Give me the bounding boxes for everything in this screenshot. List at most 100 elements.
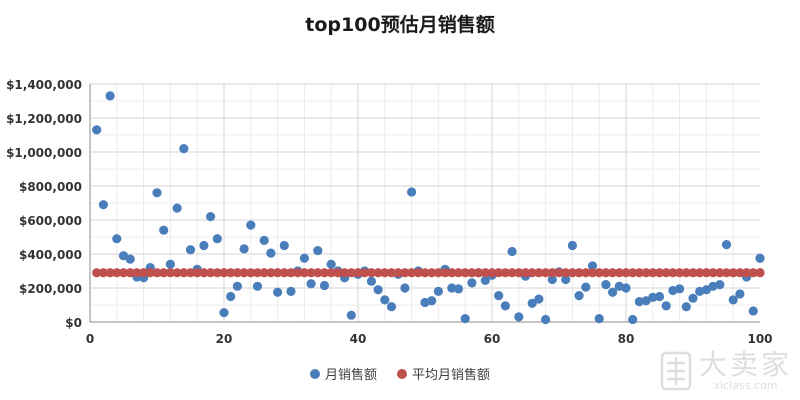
average-sales-point (413, 268, 423, 278)
average-sales-point (433, 268, 443, 278)
monthly-sales-point (467, 278, 477, 288)
average-sales-point (226, 268, 236, 278)
average-sales-point (661, 268, 671, 278)
data-series (92, 91, 765, 325)
monthly-sales-point (246, 220, 256, 230)
average-sales-point (581, 268, 591, 278)
average-sales-point (507, 268, 517, 278)
average-sales-point (735, 268, 745, 278)
average-sales-point (567, 268, 578, 278)
monthly-sales-point (179, 144, 189, 154)
average-sales-point (185, 268, 196, 278)
average-sales-point (420, 268, 430, 278)
average-sales-point (701, 268, 712, 278)
average-sales-point (340, 268, 350, 278)
monthly-sales-point (447, 283, 457, 293)
average-sales-point (494, 268, 504, 278)
average-sales-point (380, 268, 390, 278)
x-tick-label: 40 (350, 332, 367, 346)
average-sales-point (641, 268, 651, 278)
average-sales-point (474, 268, 484, 278)
average-sales-point (587, 268, 598, 278)
series-monthly-sales (92, 91, 765, 325)
average-sales-point (273, 268, 283, 278)
y-tick-label: $800,000 (19, 180, 82, 194)
monthly-sales-point (534, 294, 544, 304)
average-sales-point (326, 268, 336, 278)
legend-item-monthly-sales[interactable]: 月销售额 (309, 364, 377, 383)
y-tick-label: $200,000 (19, 282, 82, 296)
watermark-site: xiclass.com (713, 378, 778, 392)
monthly-sales-point (587, 261, 598, 271)
average-sales-point (152, 268, 162, 278)
monthly-sales-point (366, 276, 376, 286)
average-sales-point (480, 268, 490, 278)
average-sales-point (534, 268, 544, 278)
average-sales-point (547, 268, 557, 278)
monthly-sales-point (634, 297, 645, 307)
average-sales-point (574, 268, 584, 278)
average-sales-point (118, 268, 129, 278)
monthly-sales-point (400, 283, 410, 293)
average-sales-point (648, 268, 658, 278)
average-sales-point (346, 268, 356, 278)
y-tick-labels: $0 $200,000 $400,000 $600,000 $800,000 $1,000… (6, 78, 82, 330)
average-sales-point (527, 268, 537, 278)
legend-item-average-sales[interactable]: 平均月销售额 (397, 364, 490, 383)
average-sales-point (98, 268, 108, 278)
average-sales-point (520, 268, 531, 278)
average-sales-point (634, 268, 645, 278)
average-sales-point (440, 268, 450, 278)
legend-label-monthly-sales: 月销售额 (324, 368, 377, 383)
x-tick-label: 60 (484, 332, 501, 346)
monthly-sales-point (728, 295, 738, 305)
average-sales-point (453, 268, 464, 278)
monthly-sales-point (453, 284, 464, 294)
average-sales-point (688, 268, 698, 278)
average-sales-point (668, 268, 678, 278)
monthly-sales-point (581, 282, 591, 292)
monthly-sales-point (433, 286, 443, 296)
average-sales-point (286, 268, 296, 278)
monthly-sales-point (567, 240, 578, 251)
average-sales-point (232, 268, 242, 278)
average-sales-point (246, 268, 256, 278)
average-sales-point (721, 268, 732, 278)
monthly-sales-point (105, 91, 115, 101)
average-sales-point (755, 268, 765, 278)
monthly-sales-point (427, 296, 437, 306)
monthly-sales-point (165, 259, 175, 269)
average-sales-point (621, 268, 631, 278)
monthly-sales-point (755, 253, 765, 263)
monthly-sales-point (735, 289, 745, 299)
average-sales-point (715, 268, 725, 278)
average-sales-point (601, 268, 611, 278)
average-sales-point (400, 268, 410, 278)
legend-marker-average-sales (397, 368, 407, 379)
average-sales-point (447, 268, 457, 278)
monthly-sales-point (212, 234, 222, 244)
average-sales-point (561, 268, 571, 278)
x-tick-label: 20 (216, 332, 233, 346)
monthly-sales-point (541, 314, 551, 325)
axes (89, 84, 760, 323)
average-sales-point (319, 268, 330, 278)
average-sales-point (192, 268, 202, 278)
average-sales-point (179, 268, 189, 278)
monthly-sales-point (125, 254, 135, 264)
monthly-sales-point (380, 295, 390, 305)
monthly-sales-point (299, 253, 309, 263)
legend-marker-monthly-sales (309, 368, 320, 379)
x-tick-labels: 0 20 40 60 80 100 (86, 332, 773, 346)
monthly-sales-point (252, 281, 263, 291)
monthly-sales-point (594, 314, 604, 324)
monthly-sales-point (628, 314, 638, 325)
average-sales-point (541, 268, 551, 278)
average-sales-point (206, 268, 216, 278)
average-sales-point (219, 268, 229, 278)
monthly-sales-point (507, 246, 517, 257)
monthly-sales-point (675, 284, 685, 294)
average-sales-point (159, 268, 169, 278)
monthly-sales-point (112, 234, 122, 244)
monthly-sales-point (159, 225, 169, 235)
